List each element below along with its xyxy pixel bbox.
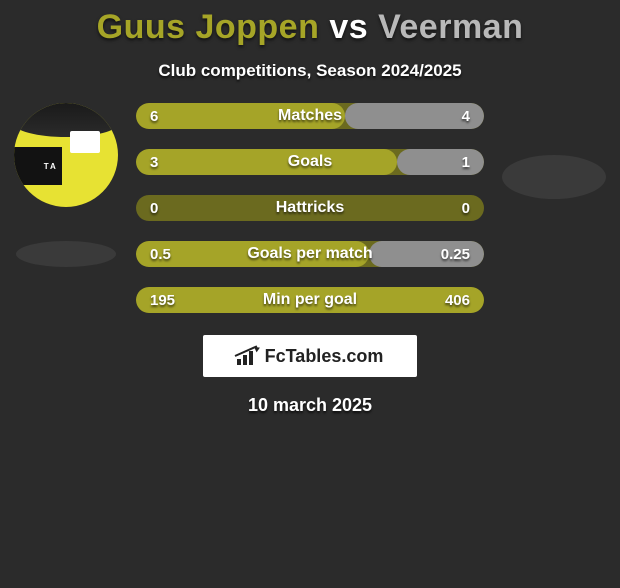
player1-side: TA bbox=[6, 103, 126, 267]
stat-label: Min per goal bbox=[136, 291, 484, 309]
stat-row: 195406Min per goal bbox=[136, 287, 484, 313]
stat-row: 00Hattricks bbox=[136, 195, 484, 221]
player2-name: Veerman bbox=[378, 8, 523, 46]
stat-label: Goals bbox=[136, 153, 484, 171]
player2-avatar bbox=[502, 155, 606, 199]
shirt-band: TA bbox=[14, 147, 62, 185]
stat-row: 64Matches bbox=[136, 103, 484, 129]
player2-side bbox=[494, 103, 614, 199]
comparison-title: Guus Joppen vs Veerman bbox=[0, 8, 620, 47]
date-text: 10 march 2025 bbox=[0, 395, 620, 416]
shirt-patch bbox=[70, 131, 100, 153]
brand-badge: FcTables.com bbox=[203, 335, 417, 377]
chart-icon bbox=[237, 347, 259, 365]
brand-text: FcTables.com bbox=[265, 346, 384, 367]
stat-row: 31Goals bbox=[136, 149, 484, 175]
player1-shadow bbox=[16, 241, 116, 267]
stat-label: Hattricks bbox=[136, 199, 484, 217]
comparison-content: TA 64Matches 31Goals 00Hattricks 0.50.25Goa… bbox=[0, 103, 620, 313]
stat-bars: 64Matches 31Goals 00Hattricks 0.50.25Goals … bbox=[126, 103, 494, 313]
stat-row: 0.50.25Goals per match bbox=[136, 241, 484, 267]
subtitle: Club competitions, Season 2024/2025 bbox=[0, 61, 620, 81]
player1-name: Guus Joppen bbox=[97, 8, 320, 46]
vs-text: vs bbox=[329, 8, 368, 46]
player1-avatar: TA bbox=[14, 103, 118, 207]
stat-label: Matches bbox=[136, 107, 484, 125]
stat-label: Goals per match bbox=[136, 245, 484, 263]
